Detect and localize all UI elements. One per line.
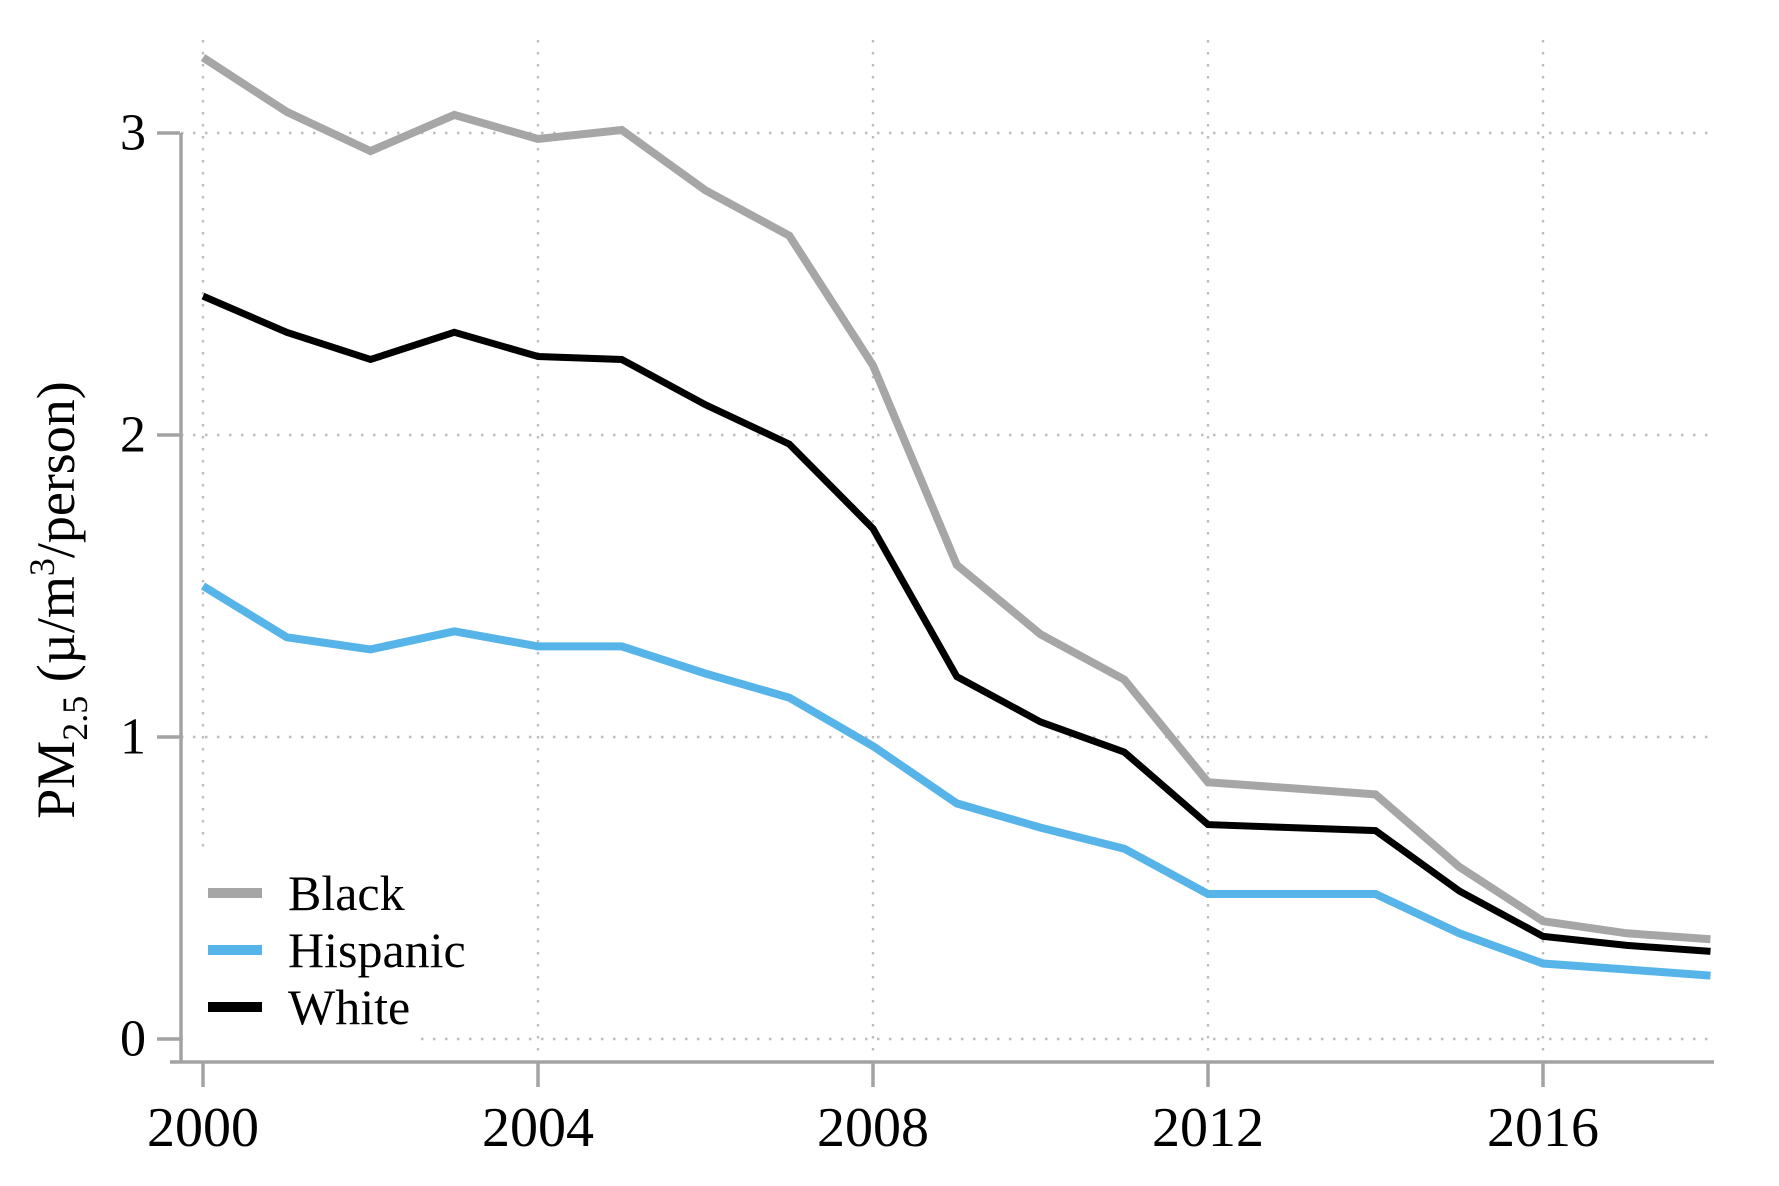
- x-tick-label-2008: 2008: [817, 1097, 929, 1159]
- series-line-white: [201, 292, 1711, 955]
- legend-item-white: White: [208, 979, 410, 1035]
- legend-item-hispanic: Hispanic: [208, 922, 466, 978]
- y-tick-label-3: 3: [120, 105, 146, 162]
- x-tick-label-2016: 2016: [1487, 1097, 1599, 1159]
- series-layer: [200, 54, 1711, 980]
- series-line-black: [200, 54, 1711, 944]
- y-tick-label-1: 1: [120, 709, 146, 766]
- y-axis-title: PM2.5 (µ/m3/person): [22, 381, 95, 819]
- legend-label-black: Black: [288, 865, 405, 921]
- series-line-hispanic: [200, 582, 1711, 980]
- x-tick-label-2000: 2000: [147, 1097, 259, 1159]
- legend-label-white: White: [288, 979, 410, 1035]
- legend-item-black: Black: [208, 865, 405, 921]
- legend-label-hispanic: Hispanic: [288, 922, 466, 978]
- grid-layer: [181, 40, 1714, 1060]
- y-tick-label-2: 2: [120, 407, 146, 464]
- x-tick-label-2012: 2012: [1152, 1097, 1264, 1159]
- y-tick-label-0: 0: [120, 1011, 146, 1068]
- axes-layer: [157, 131, 1714, 1087]
- label-layer: 0 1 2 3 2000 2004 2008 2012 2016 PM2.5 (µ/m3/pers…: [22, 105, 1599, 1160]
- x-tick-label-2004: 2004: [482, 1097, 594, 1159]
